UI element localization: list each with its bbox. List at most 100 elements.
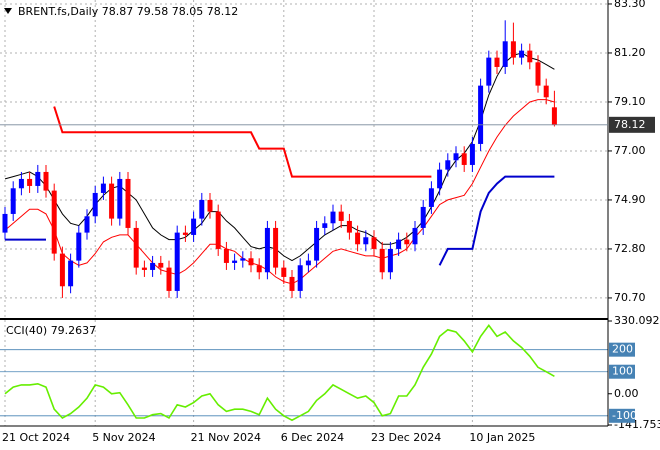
menu-icon	[4, 8, 12, 14]
candle-body	[240, 258, 246, 261]
candle-body	[100, 183, 106, 193]
candle-body	[273, 227, 279, 268]
candle-body	[469, 143, 475, 165]
x-tick-label: 6 Dec 2024	[281, 431, 344, 444]
level-box	[609, 408, 635, 423]
candle-body	[84, 216, 90, 233]
candle-body	[404, 239, 410, 245]
candle-body	[109, 183, 115, 219]
candle-body	[68, 260, 74, 287]
x-tick-label: 10 Jan 2025	[469, 431, 535, 444]
candle-body	[396, 239, 402, 249]
candle-body	[330, 211, 336, 224]
candle-body	[174, 232, 180, 291]
candle-body	[519, 50, 525, 58]
candle-body	[289, 276, 295, 291]
last-price-box	[609, 116, 655, 133]
candle-body	[2, 213, 8, 233]
x-tick-label: 21 Nov 2024	[191, 431, 261, 444]
candle-body	[355, 232, 361, 245]
candle-body	[445, 160, 451, 170]
indicator-line	[4, 99, 555, 285]
candle-body	[18, 178, 24, 189]
candle-body	[363, 237, 369, 245]
indicator-value: 79.2637	[51, 324, 97, 337]
low-value: 78.05	[172, 5, 204, 18]
y-tick-label: 77.00	[614, 144, 646, 157]
candle-body	[281, 267, 287, 277]
candle-body	[510, 41, 516, 58]
candle-body	[133, 227, 139, 268]
candle-body	[59, 253, 65, 287]
x-tick-label: 5 Nov 2024	[92, 431, 155, 444]
candle-body	[166, 267, 172, 291]
candle-body	[248, 258, 254, 266]
candle-body	[437, 169, 443, 189]
candle-body	[215, 211, 221, 249]
candle-body	[420, 206, 426, 228]
candle-body	[199, 199, 205, 219]
candle-body	[141, 267, 147, 270]
candle-body	[125, 178, 131, 228]
y-tick-label: 330.092	[614, 314, 660, 327]
candle-body	[10, 188, 16, 214]
level-box	[609, 364, 635, 379]
open-value: 78.87	[102, 5, 134, 18]
candle-body	[158, 262, 164, 268]
candle-body	[35, 171, 41, 186]
candle-body	[379, 248, 385, 273]
indicator-name: CCI(40)	[6, 324, 47, 337]
y-tick-label: 70.70	[614, 291, 646, 304]
y-tick-label: 79.10	[614, 95, 646, 108]
level-label: -100	[612, 409, 637, 422]
level-label: 100	[612, 365, 633, 378]
candle-body	[387, 248, 393, 273]
candle-body	[543, 85, 549, 98]
candle-body	[92, 192, 98, 217]
candle-body	[117, 178, 123, 219]
candle-body	[486, 57, 492, 86]
candle-body	[322, 223, 328, 228]
candle-body	[478, 85, 484, 144]
y-tick-label: 83.30	[614, 0, 646, 10]
level-box	[609, 342, 635, 357]
candle-body	[461, 153, 467, 165]
candle-body	[494, 57, 500, 67]
candle-body	[297, 265, 303, 291]
candle-body	[51, 190, 57, 254]
candle-body	[453, 153, 459, 161]
candle-body	[43, 171, 49, 191]
cci-line	[4, 324, 555, 422]
candle-body	[314, 227, 320, 261]
candle-body	[428, 188, 434, 207]
candle-body	[527, 50, 533, 63]
indicator-line	[53, 106, 432, 178]
candle-body	[223, 248, 229, 263]
candle-body	[371, 237, 377, 249]
candle-body	[551, 107, 557, 125]
candle-body	[207, 199, 213, 212]
x-tick-label: 23 Dec 2024	[371, 431, 441, 444]
last-price-label: 78.12	[614, 118, 646, 131]
indicator-line	[438, 175, 555, 266]
high-value: 79.58	[137, 5, 169, 18]
candle-body	[535, 62, 541, 86]
chart-header: BRENT.fs,Daily 78.87 79.58 78.05 78.12	[18, 5, 238, 18]
y-tick-label: 81.20	[614, 46, 646, 59]
y-tick-label: 74.90	[614, 193, 646, 206]
close-value: 78.12	[207, 5, 239, 18]
candle-body	[191, 218, 197, 235]
candle-body	[338, 211, 344, 221]
candle-body	[76, 232, 82, 261]
indicator-header: CCI(40) 79.2637	[6, 324, 96, 337]
plot	[2, 20, 557, 422]
candle-body	[27, 178, 33, 186]
candle-body	[256, 265, 262, 273]
x-tick-label: 21 Oct 2024	[2, 431, 70, 444]
candle-body	[232, 260, 238, 263]
level-label: 200	[612, 343, 633, 356]
candle-body	[264, 227, 270, 273]
candle-body	[346, 220, 352, 233]
